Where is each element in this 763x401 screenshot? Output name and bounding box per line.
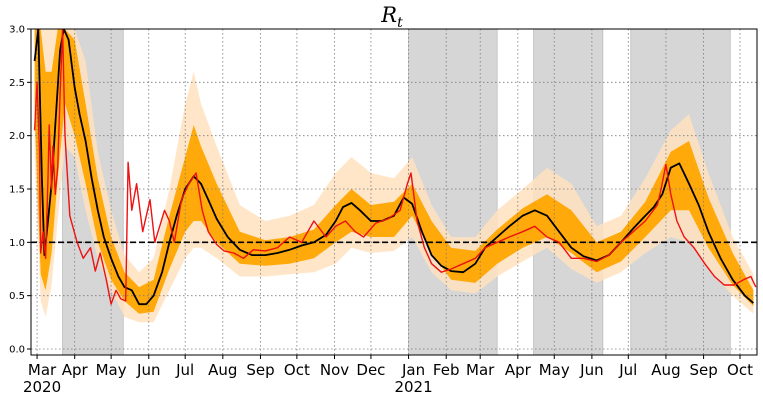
xtick-label-15: Jun [579, 361, 603, 379]
ytick-label-0: 0.0 [9, 345, 25, 356]
xtick-label-12: Mar [466, 361, 495, 379]
chart-title-main: R [380, 3, 397, 27]
ytick-label-2: 1.0 [9, 238, 25, 249]
ytick-label-6: 3.0 [9, 25, 25, 36]
xtick-label-11: Feb [433, 361, 460, 379]
xtick-label-7: Oct [284, 361, 310, 379]
series-lines [33, 29, 757, 306]
xtick-label-1: Apr [62, 361, 89, 379]
plot-frame [30, 28, 758, 356]
ytick-label-3: 1.5 [9, 185, 25, 196]
xtick-label-5: Aug [208, 361, 237, 379]
xtick-label-8: Nov [320, 361, 349, 379]
xtick-label-3: Jun [136, 361, 160, 379]
xtick-label-6: Sep [246, 361, 274, 379]
ytick-label-4: 2.0 [9, 131, 25, 142]
xtick-year-label-0: 2020 [23, 378, 61, 396]
xtick-label-0: Mar [28, 361, 57, 379]
xtick-label-13: Apr [505, 361, 532, 379]
y-axis-ticks: 0.0 0.5 1.0 1.5 2.0 2.5 3.0 [9, 25, 31, 356]
xtick-label-18: Sep [689, 361, 717, 379]
xtick-label-19: Oct [727, 361, 753, 379]
observed-line [33, 29, 757, 305]
xtick-label-9: Dec [356, 361, 385, 379]
xtick-label-2: May [96, 361, 127, 379]
xtick-label-16: Jul [618, 361, 637, 379]
ytick-label-5: 2.5 [9, 78, 25, 89]
xtick-label-10: Jan [401, 361, 425, 379]
xtick-label-14: May [539, 361, 570, 379]
ytick-label-1: 0.5 [9, 291, 25, 302]
chart-title-subscript: t [397, 15, 403, 31]
xtick-year-label-10: 2021 [394, 378, 432, 396]
chart-title: Rt [380, 3, 403, 31]
xtick-label-4: Jul [175, 361, 194, 379]
xtick-label-17: Aug [651, 361, 680, 379]
